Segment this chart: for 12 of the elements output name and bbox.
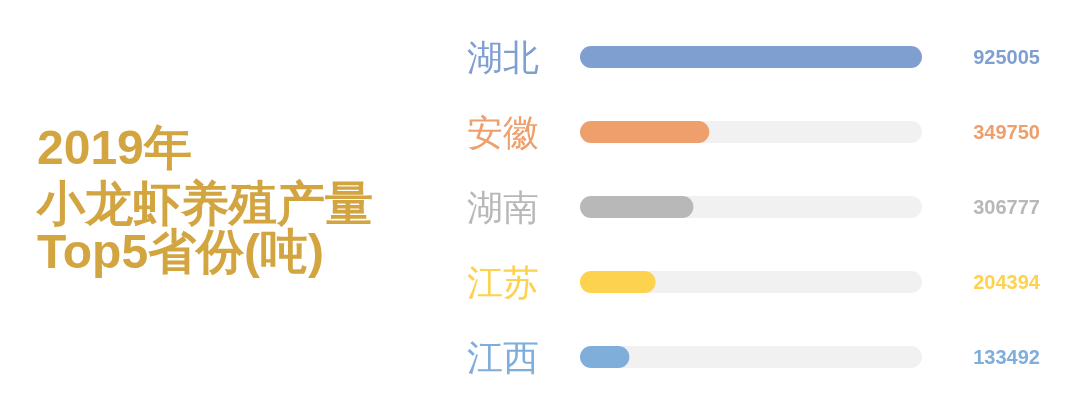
data-label: 133492 bbox=[973, 346, 1040, 368]
category-label: 湖北 bbox=[467, 37, 539, 78]
category-label: 安徽 bbox=[467, 112, 539, 153]
category-label: 湖南 bbox=[467, 187, 539, 228]
data-label: 306777 bbox=[973, 196, 1040, 218]
title: 2019年 bbox=[37, 124, 193, 172]
data-label: 349750 bbox=[973, 121, 1040, 143]
data-label: 925005 bbox=[973, 46, 1040, 68]
category-label: 江西 bbox=[467, 337, 539, 378]
category-label: 江苏 bbox=[467, 262, 539, 303]
subtitle: 小龙虾养殖产量Top5省份(吨) bbox=[37, 180, 374, 276]
data-label: 204394 bbox=[973, 271, 1040, 293]
